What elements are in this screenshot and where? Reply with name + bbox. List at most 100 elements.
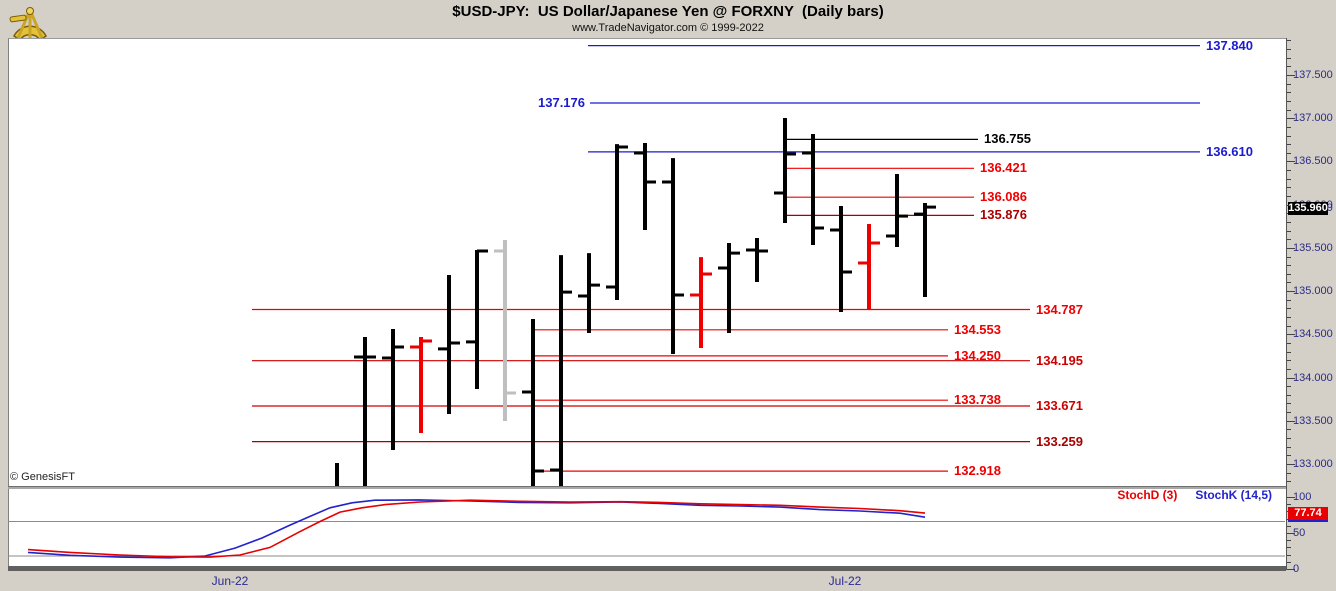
stoch-axis-tick	[1287, 504, 1291, 505]
y-axis-tick	[1287, 248, 1295, 249]
level-label-136.421[interactable]: 136.421	[980, 160, 1027, 175]
y-axis-tick	[1287, 274, 1291, 275]
stochd-legend-label: StochD (3)	[1117, 488, 1178, 502]
y-axis-tick	[1287, 291, 1295, 292]
ohlc-bar	[662, 158, 684, 354]
y-axis-label: 136.500	[1293, 155, 1333, 167]
stoch-axis-label: 0	[1293, 563, 1300, 575]
bottom-border	[8, 566, 1286, 571]
y-axis-tick	[1287, 378, 1295, 379]
y-axis-tick	[1287, 40, 1291, 41]
level-label-134.553[interactable]: 134.553	[954, 322, 1001, 337]
stochk-legend-label: StochK (14,5)	[1195, 488, 1272, 502]
level-label-137.176[interactable]: 137.176	[538, 95, 585, 110]
chart-title: $USD-JPY: US Dollar/Japanese Yen @ FORXN…	[452, 3, 884, 20]
y-axis-tick	[1287, 473, 1291, 474]
y-axis-tick	[1287, 161, 1295, 162]
stoch-axis-tick	[1287, 540, 1291, 541]
y-axis-tick	[1287, 257, 1291, 258]
y-axis-tick	[1287, 369, 1291, 370]
ohlc-bar	[830, 206, 852, 312]
ohlc-bar	[718, 243, 740, 333]
ohlc-bar	[914, 203, 936, 297]
stoch-axis-tick	[1287, 497, 1295, 498]
ohlc-bar	[410, 337, 432, 433]
last-price-box: 135.960	[1288, 202, 1328, 215]
level-label-136.610[interactable]: 136.610	[1206, 144, 1253, 159]
y-axis-tick	[1287, 265, 1291, 266]
level-label-137.840[interactable]: 137.840	[1206, 38, 1253, 53]
y-axis-tick	[1287, 101, 1291, 102]
price-panel[interactable]	[8, 38, 1286, 487]
y-axis-tick	[1287, 300, 1291, 301]
level-label-133.259[interactable]: 133.259	[1036, 434, 1083, 449]
y-axis-tick	[1287, 127, 1291, 128]
y-axis-line[interactable]	[1286, 38, 1287, 570]
y-axis-tick	[1287, 326, 1291, 327]
stoch-axis-tick	[1287, 519, 1291, 520]
y-axis-tick	[1287, 317, 1291, 318]
stoch-axis-tick	[1287, 562, 1291, 563]
x-axis-label-jun22: Jun-22	[211, 574, 249, 588]
stochastic-chart-canvas[interactable]	[8, 489, 1285, 568]
y-axis-tick	[1287, 360, 1291, 361]
stoch-axis-label: 100	[1293, 491, 1312, 503]
price-chart-canvas[interactable]	[8, 38, 1285, 486]
stoch-curve-StochD (3)	[27, 499, 926, 558]
level-label-135.876[interactable]: 135.876	[980, 207, 1027, 222]
y-axis-label: 133.500	[1293, 415, 1333, 427]
level-label-136.086[interactable]: 136.086	[980, 189, 1027, 204]
level-label-133.671[interactable]: 133.671	[1036, 398, 1083, 413]
y-axis-tick	[1287, 455, 1291, 456]
ohlc-bar	[550, 255, 572, 486]
y-axis-tick	[1287, 412, 1291, 413]
stoch-axis-tick	[1287, 533, 1295, 534]
level-label-134.195[interactable]: 134.195	[1036, 353, 1083, 368]
ohlc-bar	[802, 134, 824, 245]
stoch-axis-label: 50	[1293, 527, 1306, 539]
y-axis-tick	[1287, 118, 1295, 119]
y-axis-tick	[1287, 438, 1291, 439]
y-axis-label: 133.000	[1293, 458, 1333, 470]
ohlc-bar	[858, 224, 880, 310]
stochastic-legend: StochD (3) StochK (14,5)	[1117, 488, 1272, 502]
level-label-136.755[interactable]: 136.755	[984, 131, 1031, 146]
y-axis-tick	[1287, 49, 1291, 50]
level-label-134.787[interactable]: 134.787	[1036, 302, 1083, 317]
y-axis-tick	[1287, 196, 1291, 197]
y-axis-tick	[1287, 170, 1291, 171]
y-axis-tick	[1287, 222, 1291, 223]
y-axis-tick	[1287, 153, 1291, 154]
ohlc-bar	[466, 249, 488, 389]
y-axis-tick	[1287, 395, 1291, 396]
stoch-axis-tick	[1287, 555, 1291, 556]
y-axis-label: 134.000	[1293, 372, 1333, 384]
ohlc-bar	[494, 240, 516, 421]
x-axis-label-jul22: Jul-22	[828, 574, 862, 588]
stoch-value-box: 77.74	[1288, 507, 1328, 522]
y-axis-tick	[1287, 179, 1291, 180]
y-axis-tick	[1287, 421, 1295, 422]
panel-divider[interactable]	[8, 486, 1286, 490]
level-label-133.738[interactable]: 133.738	[954, 392, 1001, 407]
level-label-134.250[interactable]: 134.250	[954, 348, 1001, 363]
genesis-copyright: © GenesisFT	[10, 471, 75, 483]
stoch-axis-tick	[1287, 511, 1291, 512]
ohlc-bar	[690, 257, 712, 348]
level-label-132.918[interactable]: 132.918	[954, 463, 1001, 478]
ohlc-bar	[354, 337, 376, 486]
ohlc-bar	[634, 143, 656, 230]
ohlc-bar	[438, 275, 460, 414]
y-axis-tick	[1287, 334, 1295, 335]
y-axis-tick	[1287, 231, 1291, 232]
stoch-axis-tick	[1287, 569, 1295, 570]
y-axis-label: 137.500	[1293, 69, 1333, 81]
stoch-axis-tick	[1287, 526, 1291, 527]
y-axis-tick	[1287, 84, 1291, 85]
y-axis-tick	[1287, 239, 1291, 240]
y-axis-tick	[1287, 447, 1291, 448]
y-axis-tick	[1287, 75, 1295, 76]
chart-subtitle: www.TradeNavigator.com © 1999-2022	[572, 22, 764, 34]
ohlc-bar	[382, 329, 404, 450]
